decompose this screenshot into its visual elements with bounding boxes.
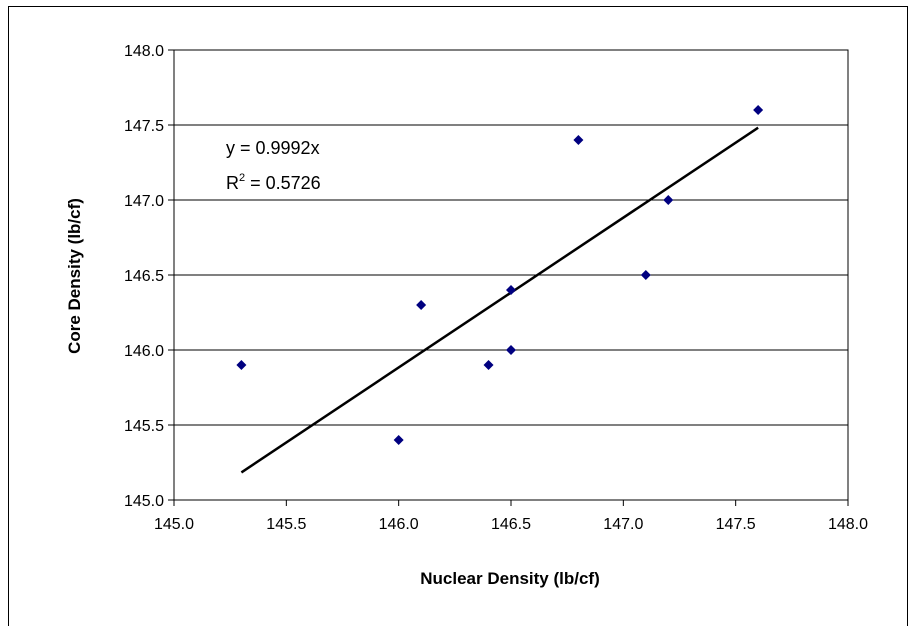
y-tick-label-5: 147.5 <box>124 118 164 135</box>
trendline-equation: y = 0.9992x <box>226 138 320 158</box>
y-tick-label-1: 145.5 <box>124 418 164 435</box>
x-tick-label-3: 146.5 <box>491 516 531 533</box>
y-tick-label-2: 146.0 <box>124 343 164 360</box>
trendline <box>240 126 759 474</box>
x-tick-label-0: 145.0 <box>154 516 194 533</box>
trendline-r-squared: R2 = 0.5726 <box>226 172 321 193</box>
x-axis-ticks: 145.0 145.5 146.0 146.5 147.0 147.5 148.0 <box>154 500 868 533</box>
data-point-9 <box>753 105 764 115</box>
data-point-8 <box>663 195 674 205</box>
x-tick-label-1: 145.5 <box>266 516 306 533</box>
data-point-4 <box>506 285 516 295</box>
chart-frame <box>8 6 908 626</box>
data-point-1 <box>393 435 404 445</box>
y-tick-label-4: 147.0 <box>124 193 164 210</box>
data-point-5 <box>506 345 516 355</box>
y-axis-title: Core Density (lb/cf) <box>65 198 84 354</box>
y-tick-label-3: 146.5 <box>124 268 164 285</box>
x-tick-label-4: 147.0 <box>603 516 643 533</box>
data-point-7 <box>640 270 651 280</box>
data-point-0 <box>236 360 247 370</box>
x-tick-label-2: 146.0 <box>379 516 419 533</box>
data-point-2 <box>416 300 427 310</box>
gridlines <box>174 49 848 501</box>
x-tick-label-5: 147.5 <box>716 516 756 533</box>
data-points <box>236 105 764 445</box>
y-tick-label-0: 145.0 <box>124 493 164 510</box>
data-point-6 <box>573 135 584 145</box>
x-tick-label-6: 148.0 <box>828 516 868 533</box>
y-tick-label-6: 148.0 <box>124 43 164 60</box>
x-axis-title: Nuclear Density (lb/cf) <box>420 569 600 588</box>
data-point-3 <box>483 360 494 370</box>
y-axis-ticks: 145.0 145.5 146.0 146.5 147.0 147.5 148.0 <box>124 43 174 510</box>
